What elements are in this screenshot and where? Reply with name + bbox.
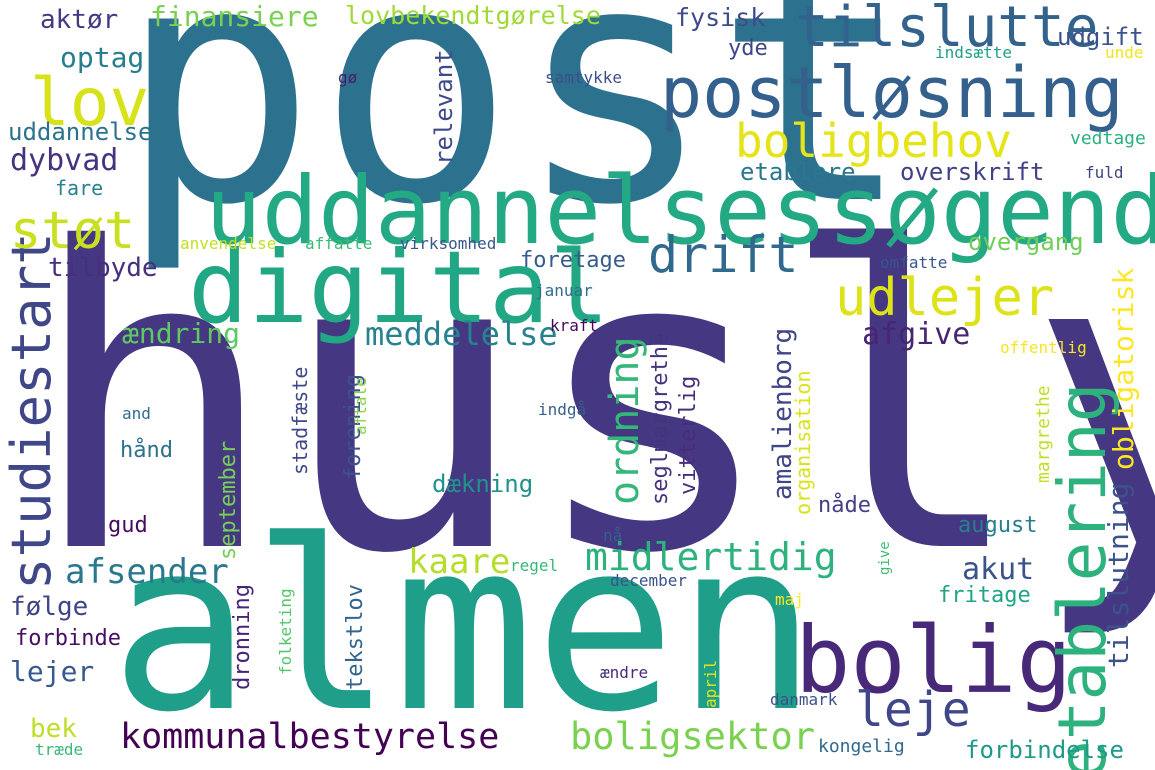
word: dronning bbox=[230, 584, 255, 690]
word: gud bbox=[108, 513, 148, 538]
word: etablere bbox=[740, 158, 856, 186]
word: udgift bbox=[1057, 23, 1144, 51]
word: yde bbox=[728, 36, 768, 61]
word: indsætte bbox=[935, 43, 1013, 62]
word: tekstlov bbox=[343, 584, 368, 690]
word: stadfæste bbox=[288, 366, 312, 475]
word: studiestart bbox=[0, 232, 63, 590]
word: bek bbox=[30, 714, 77, 744]
word: boligsektor bbox=[570, 715, 816, 758]
word: boligbehov bbox=[735, 114, 1012, 168]
word: lov bbox=[30, 64, 150, 141]
word: fare bbox=[55, 176, 104, 200]
word: ændring bbox=[122, 317, 241, 350]
word: tilslutte bbox=[795, 0, 1099, 60]
word: træde bbox=[35, 740, 84, 759]
word: lovbekendtgørelse bbox=[345, 1, 601, 30]
word: regel bbox=[510, 556, 559, 575]
word: ændre bbox=[600, 663, 649, 682]
word: tilslutning bbox=[1102, 482, 1135, 668]
word: optag bbox=[60, 41, 145, 74]
word: digital bbox=[188, 229, 610, 346]
word: and bbox=[122, 404, 151, 423]
word: midlertidig bbox=[585, 535, 837, 579]
word: aftale bbox=[351, 377, 370, 435]
word: samtykke bbox=[545, 68, 623, 87]
word: affatte bbox=[305, 234, 373, 253]
word: obligatorisk bbox=[1107, 267, 1140, 470]
word: relevant bbox=[430, 49, 458, 165]
word: drift bbox=[648, 226, 799, 284]
word: overskrift bbox=[900, 158, 1045, 186]
word: nåde bbox=[818, 493, 871, 518]
word: tilbyde bbox=[48, 253, 158, 283]
word: overgang bbox=[968, 228, 1084, 256]
word: dybvad bbox=[10, 143, 119, 178]
word: give bbox=[877, 541, 893, 575]
word: meddelelse bbox=[365, 315, 558, 353]
word: margrethe bbox=[1033, 385, 1054, 483]
word: husly bbox=[28, 161, 1155, 644]
word: uddannelse bbox=[8, 118, 153, 146]
word: september bbox=[216, 440, 241, 560]
word: kommunalbestyrelse bbox=[120, 717, 500, 757]
word: januar bbox=[535, 281, 593, 300]
word: fuld bbox=[1085, 163, 1124, 182]
word: udlejer bbox=[835, 268, 1055, 328]
word: akut bbox=[962, 552, 1035, 587]
word: hånd bbox=[120, 438, 173, 463]
word: forbinde bbox=[15, 626, 121, 651]
word: afsender bbox=[65, 552, 229, 592]
word: anvendelse bbox=[180, 234, 277, 253]
word: vitterlig bbox=[676, 375, 701, 495]
word: bolig bbox=[795, 607, 1072, 714]
word: april bbox=[701, 659, 720, 708]
word: gø bbox=[338, 68, 358, 87]
word: nå bbox=[603, 526, 623, 545]
word: forbindelse bbox=[965, 736, 1124, 764]
word: post bbox=[118, 0, 913, 277]
word: fritage bbox=[938, 583, 1031, 608]
word: indgå bbox=[538, 400, 587, 419]
word: dækning bbox=[432, 470, 534, 498]
word: aktør bbox=[40, 5, 119, 35]
word: følge bbox=[10, 592, 89, 622]
word: virksomhed bbox=[400, 234, 497, 253]
word: kaare bbox=[408, 542, 511, 582]
word: foretage bbox=[520, 248, 626, 273]
word: lejer bbox=[10, 655, 95, 688]
word: postløsning bbox=[660, 52, 1124, 134]
word: danmark bbox=[770, 690, 838, 709]
word: vedtage bbox=[1070, 128, 1146, 149]
word: almen bbox=[110, 491, 818, 764]
word: kongelig bbox=[818, 736, 905, 757]
word: kraft bbox=[550, 316, 599, 335]
word: uddannelsessøgende bbox=[205, 157, 1155, 266]
word: ordning bbox=[602, 336, 648, 505]
word: unde bbox=[1105, 43, 1144, 62]
word: folketing bbox=[276, 588, 295, 675]
word: august bbox=[958, 513, 1038, 538]
word: afgive bbox=[862, 317, 971, 352]
word: leje bbox=[855, 682, 971, 738]
word: organisation bbox=[791, 370, 815, 516]
word: maj bbox=[775, 590, 804, 609]
word: offentlig bbox=[1000, 338, 1087, 357]
word: december bbox=[610, 571, 688, 590]
word: finansiere bbox=[150, 0, 319, 33]
word: omfatte bbox=[880, 253, 948, 272]
word: støt bbox=[10, 201, 136, 261]
word: fysisk bbox=[675, 3, 766, 32]
word: seglmargrethe bbox=[648, 332, 673, 505]
